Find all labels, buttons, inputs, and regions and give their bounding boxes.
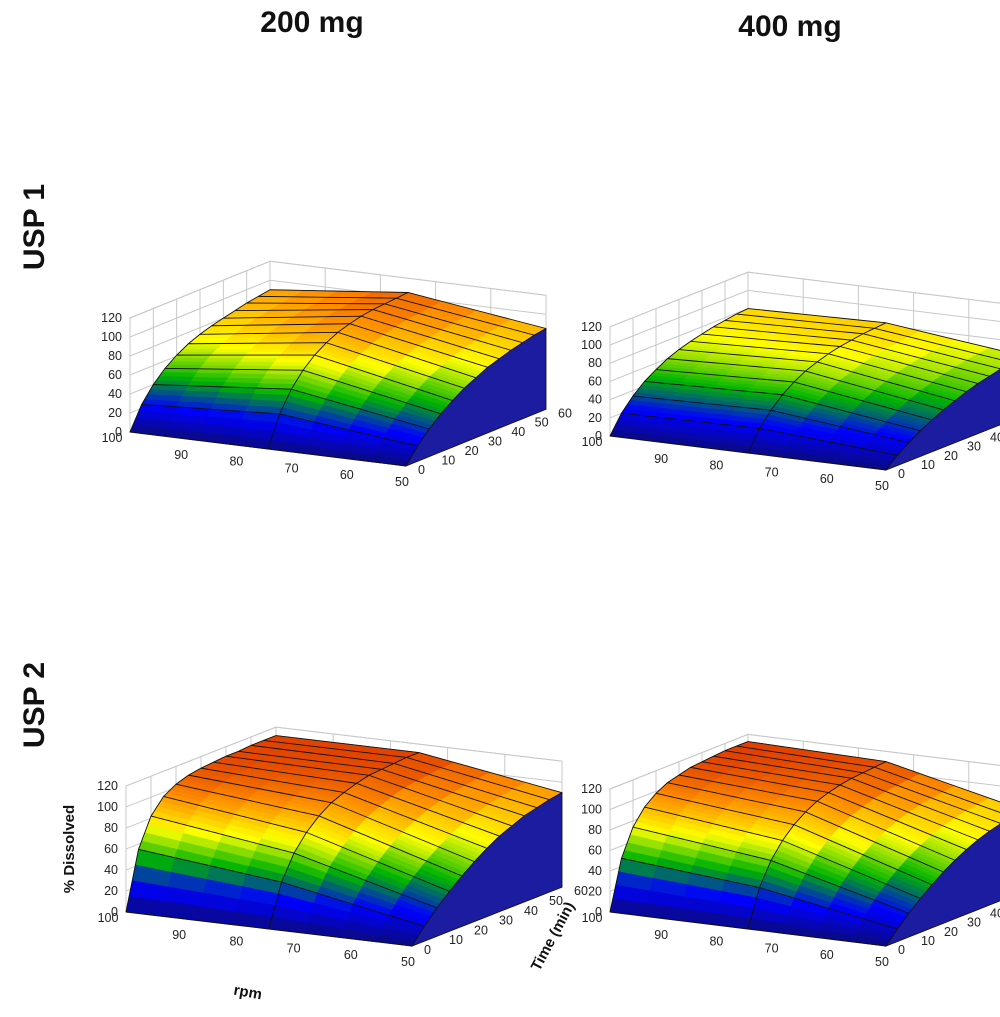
x-tick-label: 80: [229, 455, 243, 469]
z-tick-label: 80: [588, 823, 602, 837]
x-tick-label: 50: [875, 479, 889, 493]
surface-mesh-line: [129, 289, 271, 433]
x-tick-label: 70: [765, 465, 779, 479]
surface-patch: [985, 347, 1000, 353]
z-tick-label: 80: [108, 349, 122, 363]
y-tick-label: 20: [944, 925, 958, 939]
z-tick-label: 60: [588, 844, 602, 858]
y-tick-label: 20: [465, 444, 479, 458]
z-tick-label: 120: [581, 320, 602, 334]
z-tick-label: 100: [581, 338, 602, 352]
x-tick-label: 100: [102, 431, 123, 445]
x-tick-label: 60: [820, 948, 834, 962]
y-tick-label: 60: [558, 406, 572, 420]
x-tick-label: 50: [875, 955, 889, 969]
z-tick-label: 0: [115, 425, 122, 439]
surface-side-wall: [405, 327, 547, 467]
z-tick-label: 40: [108, 387, 122, 401]
x-tick-label: 70: [285, 461, 299, 475]
x-tick-label: 60: [340, 468, 354, 482]
z-tick-label: 60: [108, 368, 122, 382]
y-tick-label: 30: [967, 916, 981, 930]
x-tick-label: 90: [654, 928, 668, 942]
y-tick-label: 20: [944, 449, 958, 463]
column-title-200mg: 200 mg: [260, 6, 364, 39]
surface-patch: [980, 350, 1000, 358]
x-tick-label: 80: [709, 459, 723, 473]
x-tick-label: 100: [582, 435, 603, 449]
z-tick-label: 40: [588, 393, 602, 407]
surface-patch: [982, 349, 1000, 356]
column-title-400mg: 400 mg: [738, 10, 842, 43]
y-tick-label: 50: [535, 416, 549, 430]
surface: [609, 308, 1000, 471]
z-tick-label: 60: [588, 374, 602, 388]
surface: [129, 289, 547, 467]
x-tick-label: 50: [395, 475, 409, 489]
x-tick-label: 100: [582, 911, 603, 925]
x-tick-label: 90: [174, 448, 188, 462]
x-tick-label: 90: [654, 452, 668, 466]
surface-mesh-line: [747, 322, 887, 454]
y-tick-label: 10: [441, 454, 455, 468]
y-tick-label: 30: [967, 440, 981, 454]
z-tick-label: 80: [588, 356, 602, 370]
x-tick-label: 70: [765, 941, 779, 955]
y-tick-label: 30: [488, 435, 502, 449]
x-tick-label: 80: [709, 935, 723, 949]
y-tick-label: 0: [898, 943, 905, 957]
surface: [125, 735, 563, 947]
z-tick-label: 120: [581, 782, 602, 796]
surface-side-wall: [884, 369, 1000, 471]
y-tick-label: 0: [418, 463, 425, 477]
y-tick-label: 10: [921, 458, 935, 472]
z-tick-label: 20: [588, 885, 602, 899]
z-tick-label: 0: [595, 429, 602, 443]
z-tick-label: 100: [101, 330, 122, 344]
y-tick-label: 40: [511, 425, 525, 439]
surface-mesh-line: [267, 292, 409, 450]
y-tick-label: 40: [990, 431, 1000, 445]
y-tick-label: 40: [990, 907, 1000, 921]
y-tick-label: 10: [921, 934, 935, 948]
z-tick-label: 20: [108, 406, 122, 420]
z-tick-label: 120: [101, 311, 122, 325]
y-tick-label: 0: [898, 467, 905, 481]
x-tick-label: 60: [820, 472, 834, 486]
z-tick-label: 40: [588, 864, 602, 878]
z-tick-label: 100: [581, 803, 602, 817]
surface-mesh-line: [609, 308, 749, 437]
z-tick-label: 20: [588, 411, 602, 425]
